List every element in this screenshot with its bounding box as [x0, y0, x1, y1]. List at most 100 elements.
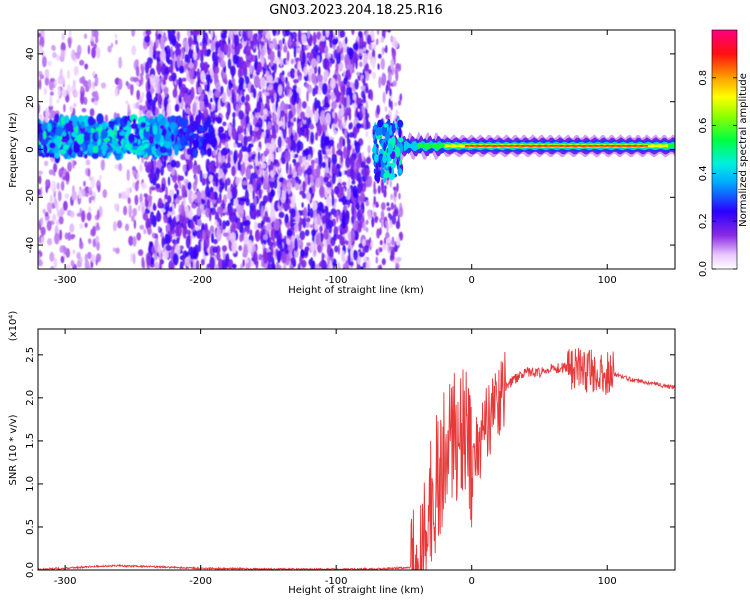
- spectrogram-blob: [381, 182, 384, 194]
- x-tick-label: 100: [598, 576, 617, 587]
- spectrogram-blob: [302, 51, 306, 66]
- spectrogram-blob: [242, 259, 245, 268]
- spectrogram-blob: [324, 45, 329, 56]
- spectrogram-blob: [372, 134, 376, 141]
- spectrogram-blob: [383, 123, 389, 128]
- spectrogram-blob: [344, 96, 348, 108]
- spectrogram-blob: [90, 254, 96, 263]
- spectrogram-blob: [232, 263, 237, 269]
- spectrogram-blob: [367, 145, 371, 154]
- spectrogram-blob: [139, 224, 145, 230]
- spectrogram-blob: [189, 221, 195, 230]
- spectrogram-blob: [38, 78, 42, 90]
- spectrogram-blob: [51, 44, 56, 51]
- spectrogram-blob: [124, 223, 130, 232]
- spectrogram-blob: [254, 196, 257, 206]
- spectrogram-blob: [321, 253, 326, 259]
- spectrogram-blob: [136, 179, 140, 186]
- spectrogram-blob: [342, 169, 345, 177]
- spectrogram-blob: [239, 127, 244, 133]
- spectrogram-blob: [343, 77, 348, 85]
- spectrogram-blob: [245, 198, 250, 207]
- spectrogram-blob: [284, 213, 289, 224]
- spectrogram-blob: [345, 106, 352, 116]
- spectrogram-blob: [279, 57, 283, 67]
- spectrogram-blob: [185, 205, 189, 218]
- spectrogram-blob: [242, 60, 248, 71]
- spectrogram-blob: [211, 113, 215, 118]
- spectrogram-blob: [318, 149, 322, 155]
- spectrogram-blob: [334, 185, 340, 195]
- spectrogram-blob: [308, 258, 314, 266]
- spectrogram-blob: [203, 121, 208, 131]
- spectrogram-blob: [298, 155, 303, 165]
- spectrogram-blob: [336, 262, 341, 269]
- spectrogram-blob: [49, 194, 53, 205]
- spectrogram-blob: [57, 87, 61, 97]
- spectrogram-blob: [270, 189, 276, 197]
- spectrogram-blob: [191, 120, 198, 131]
- spectrogram-blob: [81, 188, 86, 197]
- spectrogram-blob: [174, 243, 181, 256]
- spectrogram-blob: [354, 152, 357, 161]
- spectrogram-blob: [284, 150, 291, 163]
- spectrogram-blob: [60, 255, 65, 264]
- spectrogram-blob: [170, 159, 177, 168]
- spectrogram-blob: [303, 148, 310, 156]
- spectrogram-blob: [71, 49, 76, 61]
- spectrogram-blob: [336, 164, 341, 169]
- spectrogram-blob: [171, 34, 177, 47]
- spectrogram-blob: [171, 72, 177, 82]
- spectrogram-blob: [222, 166, 228, 174]
- spectrogram-blob: [73, 65, 79, 76]
- spectrogram-blob: [383, 173, 390, 179]
- spectrogram-blob: [377, 185, 381, 195]
- spectrogram-blob: [237, 133, 244, 142]
- snr-panel: -300 -200 -100 0 100 0.0 0.5 1.0 1.5 2.0 2.5 Heig…: [8, 311, 676, 596]
- spectrogram-blob: [238, 76, 245, 86]
- spectrogram-blob: [291, 151, 295, 158]
- spectrogram-blob: [274, 228, 279, 239]
- spectrogram-blob: [182, 108, 185, 120]
- spectrogram-blob: [385, 84, 388, 95]
- spectrogram-blob: [49, 95, 53, 107]
- spectrogram-blob: [114, 87, 118, 98]
- spectrogram-blob: [207, 80, 210, 93]
- spectrogram-blob: [261, 131, 266, 139]
- spectrogram-blob: [380, 57, 385, 70]
- spectrogram-blob: [170, 45, 173, 60]
- spectrogram-blob: [259, 169, 263, 178]
- spectrogram-blob: [174, 160, 181, 168]
- spectrogram-blob: [386, 202, 390, 207]
- spectrogram-blob: [287, 181, 292, 195]
- spectrogram-blob: [245, 258, 249, 264]
- spectrogram-blob: [398, 206, 404, 218]
- spectrogram-blob: [218, 151, 222, 163]
- spectrogram-blob: [361, 41, 367, 46]
- spectrogram-blob: [197, 219, 202, 226]
- spectrogram-blob: [224, 78, 228, 85]
- spectrogram-blob: [306, 129, 310, 142]
- spectrogram-blob: [391, 167, 395, 175]
- snr-y-scale-label: (x10⁴): [8, 311, 19, 342]
- spectrogram-blob: [366, 34, 372, 45]
- spectrogram-blob: [324, 166, 327, 173]
- spectrogram-blob: [327, 94, 331, 100]
- spectrogram-blob: [398, 192, 401, 200]
- spectrogram-blob: [221, 147, 229, 156]
- spectrogram-blob: [378, 76, 382, 89]
- spectrogram-blob: [346, 95, 350, 109]
- spectrogram-blob: [177, 31, 180, 42]
- spectrogram-blob: [257, 33, 261, 43]
- spectrogram-blob: [256, 177, 261, 185]
- spectrogram-blob: [56, 99, 60, 104]
- spectrogram-blob: [222, 249, 226, 261]
- spectrogram-blob: [209, 191, 215, 201]
- spectrogram-blob: [388, 212, 391, 219]
- spectrogram-blob: [265, 142, 272, 149]
- spectrogram-blob: [159, 39, 165, 50]
- spectrogram-blob: [63, 103, 66, 113]
- spectrogram-blob: [273, 159, 279, 165]
- spectrogram-blob: [137, 139, 141, 146]
- spectrogram-blob: [45, 179, 50, 188]
